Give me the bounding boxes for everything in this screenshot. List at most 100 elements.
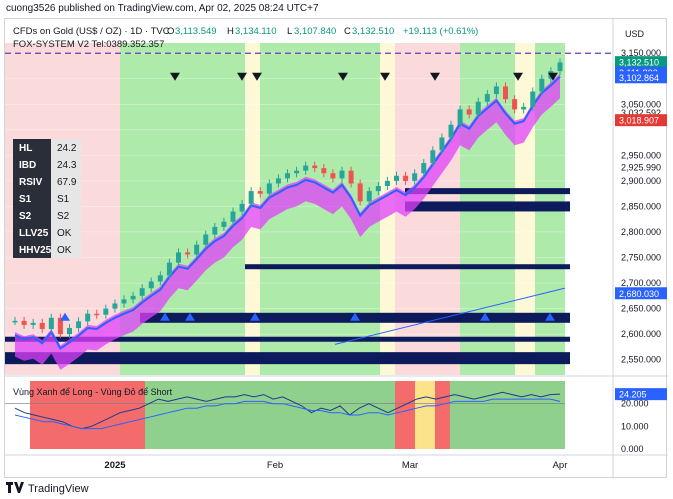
candle-body [394, 175, 399, 181]
legend-close: 3,132.510 [352, 26, 394, 37]
candle-body [503, 86, 508, 100]
candle-body [275, 178, 281, 184]
info-label-cell [13, 224, 51, 241]
up-marker [350, 312, 360, 321]
ma-line [14, 75, 561, 350]
chart-frame[interactable]: CFDs on Gold (US$ / OZ) · 1D · TVC O 3,1… [4, 18, 668, 479]
support-band [5, 352, 570, 365]
y-tick-label: 2,700.000 [621, 278, 661, 288]
info-label: HL [19, 143, 32, 154]
info-label: S1 [19, 194, 32, 205]
y-tick-label: 3,150.000 [621, 48, 661, 58]
tradingview-logo-icon [6, 482, 24, 496]
candle-body [466, 109, 472, 115]
info-label-cell [13, 173, 51, 190]
info-label-cell [13, 156, 51, 173]
down-marker [548, 72, 558, 81]
info-value: OK [57, 228, 72, 239]
sub-zone-strip [120, 381, 145, 449]
candle-body [48, 317, 54, 330]
y-tick-label: 2,550.000 [621, 355, 661, 365]
info-value: S1 [57, 194, 70, 205]
candle-body [493, 86, 499, 95]
info-value-cell [51, 139, 81, 156]
down-marker [380, 72, 390, 81]
candle-body [321, 168, 327, 174]
signal-line [14, 398, 561, 430]
candle-body [121, 299, 127, 304]
y-tick-label: 3,032.592 [621, 108, 661, 118]
chart-canvas[interactable]: CFDs on Gold (US$ / OZ) · 1D · TVC O 3,1… [5, 19, 668, 479]
candle-body [85, 313, 91, 322]
candle-body [67, 328, 72, 335]
y-tick-label: 2,925.990 [621, 163, 661, 173]
price-badge [615, 287, 667, 300]
magenta-cloud [14, 73, 561, 370]
legend-close-label: C [344, 26, 351, 37]
y-tick-label: 2,800.000 [621, 227, 661, 237]
y-tick-label: 2,650.000 [621, 304, 661, 314]
candle-body [139, 288, 145, 296]
candle-body [12, 320, 18, 323]
sub-y-tick-label: 10.000 [621, 421, 649, 431]
candle-body [294, 170, 300, 174]
candle-body [430, 150, 436, 164]
info-value: 24.3 [57, 160, 77, 171]
sub-value-badge [615, 388, 667, 401]
currency-label: USD [625, 29, 645, 39]
candle-body [248, 191, 254, 204]
candle-body [539, 78, 545, 92]
info-value-cell [51, 224, 81, 241]
candle-body [439, 137, 445, 151]
info-value-cell [51, 173, 81, 190]
candle-body [221, 221, 227, 227]
candle-body [212, 226, 218, 235]
triangle-markers [60, 72, 558, 321]
sub-zone-strip [450, 381, 565, 449]
candle-body [194, 244, 200, 255]
legend-open: 3,113.549 [175, 26, 217, 37]
y-tick-label: 2,950.000 [621, 150, 661, 160]
price-badge-label: 3,018.907 [619, 116, 659, 126]
candle-body [339, 170, 345, 179]
y-tick-label: 3,050.000 [621, 99, 661, 109]
legend-low-label: L [287, 26, 292, 37]
info-value: 24.2 [57, 143, 77, 154]
candle-body [521, 106, 527, 110]
info-label-cell [13, 190, 51, 207]
down-marker [430, 72, 440, 81]
info-value-cell [51, 190, 81, 207]
candle-body [230, 211, 236, 222]
candle-body [348, 170, 354, 184]
down-marker [252, 72, 262, 81]
legend-change: +19.113 (+0.61%) [403, 26, 478, 37]
info-value-cell [51, 241, 81, 258]
candle-body [330, 173, 336, 179]
legend-symbol: CFDs on Gold (US$ / OZ) · 1D · TVC [13, 26, 170, 37]
info-label-cell [13, 207, 51, 224]
y-tick-label: 2,850.000 [621, 201, 661, 211]
down-marker [237, 72, 247, 81]
sub-y-tick-label: 0.000 [621, 444, 644, 454]
candle-body [239, 203, 245, 212]
sub-zone-strip [435, 381, 450, 449]
info-label-cell [13, 139, 51, 156]
info-label: S2 [19, 211, 32, 222]
info-label-cell [13, 241, 51, 258]
legend-high-label: H [227, 26, 234, 37]
indicator-name: FOX-SYSTEM V2 Tel:0389.352.357 [13, 39, 164, 50]
price-badge [615, 71, 667, 84]
support-band [245, 264, 570, 270]
time-axis: 2025 Feb Mar Apr [5, 454, 668, 471]
down-marker [513, 72, 523, 81]
candle-body [57, 317, 63, 335]
trend-line [334, 287, 566, 345]
candle-body [285, 173, 290, 179]
candle-body [266, 183, 272, 194]
support-band [405, 201, 570, 212]
publisher-line: cuong3526 published on TradingView.com, … [6, 3, 319, 14]
price-badge-label: 3,132.510 [619, 58, 659, 68]
support-band [5, 336, 570, 342]
y-tick-label: 2,900.000 [621, 176, 661, 186]
legend-low: 3,107.840 [294, 26, 336, 37]
